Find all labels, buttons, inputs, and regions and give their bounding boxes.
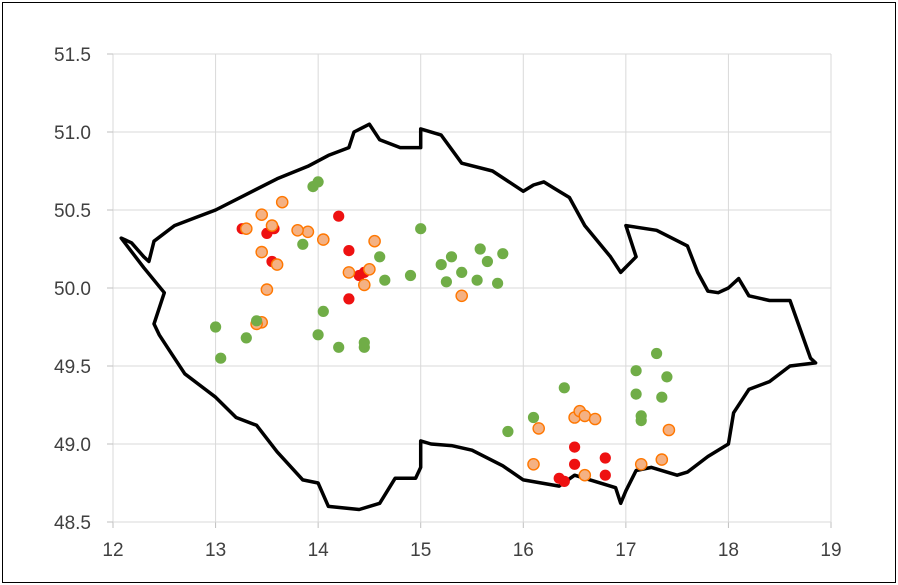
data-point [343,245,355,257]
data-point [435,259,447,271]
y-tick-label: 49.5 [54,357,91,378]
data-point [260,283,274,296]
data-point [527,457,540,471]
data-point [630,365,642,377]
y-tick-label: 50.5 [54,201,91,222]
data-point [333,341,345,353]
data-point [440,276,452,288]
data-point [312,329,324,341]
data-point [316,233,330,246]
scatter-plot: 12 13 14 15 16 17 18 19 48.5 49.0 49.5 50.0 50.5 51.… [54,45,842,561]
x-tick-label: 17 [615,540,636,561]
data-point [569,441,581,453]
data-point [301,225,315,239]
data-point [251,315,263,327]
data-point [655,453,669,466]
data-point [374,251,386,263]
x-tick-label: 19 [820,540,841,561]
x-tick-label: 15 [410,540,431,561]
data-point [240,332,252,344]
data-point [317,305,329,317]
data-point [210,321,222,333]
data-point [363,262,376,276]
data-point [275,195,289,209]
data-point [656,391,668,403]
x-tick-label: 13 [205,540,226,561]
x-tick-label: 16 [513,540,534,561]
data-point [270,258,284,271]
data-point [368,234,381,248]
data-point [357,278,371,292]
data-point [569,458,581,470]
data-point [578,468,592,482]
data-point [634,457,648,471]
data-point [558,475,570,487]
data-point [404,269,417,282]
data-point [291,223,304,237]
data-point [333,210,345,222]
data-point [215,352,227,364]
data-point [662,423,676,437]
data-point [474,243,486,255]
data-point [578,409,592,423]
y-tick-label: 51.0 [54,123,91,144]
data-point [471,274,483,286]
data-point [532,422,546,435]
data-point [445,251,458,263]
data-point [588,412,602,426]
x-tick-label: 14 [308,540,330,561]
x-tick-label: 18 [718,540,739,561]
y-tick-label: 48.5 [54,513,91,534]
data-point [239,222,253,235]
data-point [481,255,493,268]
data-point [599,452,611,464]
x-tick-labels: 12 13 14 15 16 17 18 19 [102,540,841,561]
data-point [455,289,469,303]
data-point [265,219,279,232]
data-point [497,248,509,260]
data-point [255,245,269,259]
data-point [651,347,663,360]
country-border-outline [119,122,818,512]
data-point [415,223,427,235]
data-point [297,238,309,250]
y-tick-label: 51.5 [54,45,91,66]
y-tick-label: 49.0 [54,435,91,456]
data-point [379,274,391,286]
data-point [599,469,611,481]
x-tick-label: 12 [102,540,123,561]
data-points [210,176,676,487]
data-point [527,411,540,424]
data-point [343,293,355,305]
data-point [312,176,324,188]
data-point [255,208,269,221]
y-tick-label: 50.0 [54,279,91,300]
data-point [456,266,468,278]
data-point [661,371,673,383]
data-point [492,277,504,289]
data-point [342,266,356,279]
data-point [358,337,370,349]
y-tick-labels: 48.5 49.0 49.5 50.0 50.5 51.0 51.5 [54,45,91,534]
data-point [635,415,647,427]
data-point [558,382,570,394]
data-point [502,425,514,438]
data-point [630,388,642,400]
